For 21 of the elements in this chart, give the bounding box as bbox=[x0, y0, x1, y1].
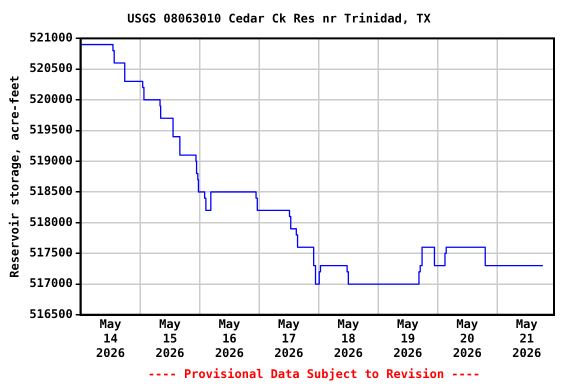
x-tick-label: May 16 2026 bbox=[214, 317, 244, 360]
x-tick-label: May 20 2026 bbox=[452, 317, 482, 360]
x-tick-label: May 15 2026 bbox=[155, 317, 184, 360]
y-tick-label: 521000 bbox=[29, 30, 73, 45]
y-tick-label: 516500 bbox=[29, 306, 73, 321]
y-tick-label: 518000 bbox=[29, 214, 73, 229]
text: ---- Provisional Data Subject to Revision ---- bbox=[148, 367, 480, 382]
y-tick-label: 518500 bbox=[29, 184, 73, 198]
x-tick-label: May 18 2026 bbox=[334, 317, 363, 360]
x-tick-label: May 17 2026 bbox=[274, 317, 304, 360]
y-axis-title: Reservoir storage, acre-feet bbox=[7, 75, 22, 278]
y-tick-label: 517000 bbox=[29, 276, 73, 290]
x-tick-label: May 19 2026 bbox=[393, 317, 422, 360]
y-tick-label: 519500 bbox=[29, 122, 73, 137]
x-tick-label: May 14 2026 bbox=[96, 317, 125, 360]
x-tick-label: May 21 2026 bbox=[512, 317, 542, 360]
y-tick-label: 517500 bbox=[29, 246, 73, 260]
y-tick-label: 520500 bbox=[29, 61, 73, 76]
chart-title: USGS 08063010 Cedar Ck Res nr Trinidad, TX bbox=[127, 11, 432, 26]
y-tick-label: 519000 bbox=[29, 153, 73, 168]
y-tick-label: 520000 bbox=[29, 92, 73, 106]
